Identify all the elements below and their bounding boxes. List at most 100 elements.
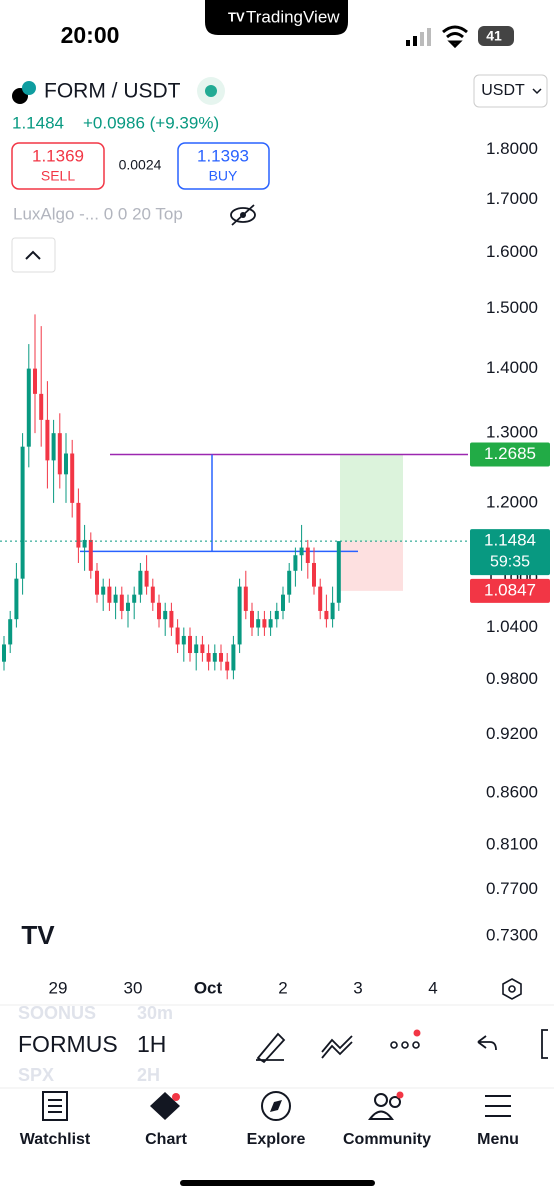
candle-body [20, 446, 25, 579]
candle-body [250, 610, 254, 628]
redo-icon[interactable] [541, 1029, 548, 1059]
candle-body [274, 610, 279, 620]
battery-icon [478, 26, 514, 46]
community-icon[interactable] [368, 1091, 404, 1120]
nav-label[interactable]: Chart [145, 1131, 187, 1148]
y-tick-label: 1.0400 [486, 617, 538, 636]
battery-level: 41 [486, 28, 502, 44]
candle-body [231, 644, 236, 671]
candle-body [194, 644, 199, 654]
candle-body [237, 586, 242, 645]
menu-icon[interactable] [485, 1095, 511, 1117]
nav-label[interactable]: Watchlist [20, 1131, 91, 1148]
candle-body [26, 368, 31, 447]
hide-icon[interactable] [230, 204, 256, 226]
y-tick-label: 1.3000 [486, 423, 538, 442]
undo-icon[interactable] [477, 1035, 497, 1051]
more-icon[interactable] [390, 1029, 421, 1049]
candle-body [256, 619, 261, 628]
symbol-picker-prev: SOONUS [18, 1003, 96, 1023]
nav-label[interactable]: Explore [247, 1131, 306, 1148]
y-tick-label: 1.4000 [486, 358, 538, 377]
currency: USDT [481, 82, 525, 99]
candle-body [188, 635, 192, 654]
candle-body [150, 586, 155, 603]
buy-button[interactable] [177, 142, 270, 190]
candle-body [57, 433, 62, 475]
candle-body [293, 555, 298, 571]
candle-body [206, 653, 211, 662]
candle-body [163, 610, 168, 620]
candle-body [76, 502, 81, 548]
market-status-dot [205, 85, 217, 97]
candle-body [175, 627, 180, 645]
profit-zone [340, 454, 403, 542]
nav-label[interactable]: Community [343, 1131, 431, 1148]
chart-icon[interactable] [150, 1092, 180, 1120]
home-indicator [180, 1180, 375, 1186]
last-badge [470, 529, 550, 576]
candle-body [212, 653, 217, 662]
toolbar-interval[interactable]: 1H [137, 1031, 166, 1057]
symbol-name[interactable]: FORM / USDT [44, 80, 181, 103]
currency-dropdown[interactable] [473, 74, 548, 108]
interval-picker-next: 2H [137, 1065, 160, 1085]
sell-button[interactable] [11, 142, 105, 190]
sell-price: 1.1369 [32, 146, 84, 165]
wifi-icon [442, 25, 468, 49]
brand-logo: TV [228, 9, 245, 24]
y-tick-label: 1.5000 [486, 298, 538, 317]
nav-label[interactable]: Menu [477, 1131, 519, 1148]
candle-body [51, 433, 56, 461]
explore-icon[interactable] [261, 1091, 291, 1121]
candle-body [126, 602, 130, 611]
target-badge-label: 1.2685 [484, 444, 536, 463]
candle-body [243, 586, 248, 611]
candle-body [169, 610, 174, 628]
indicators-icon[interactable] [321, 1035, 353, 1059]
x-tick-label: 30 [124, 978, 143, 997]
y-tick-label: 1.8000 [486, 139, 538, 158]
last-price: 1.1484 [12, 113, 64, 132]
brand-pill [205, 0, 348, 35]
loss-zone [340, 541, 403, 591]
candle-body [324, 610, 329, 620]
target-badge [470, 442, 550, 467]
candle-body [138, 570, 143, 595]
candle-body [8, 619, 13, 645]
nav-bar: Watchlist Chart Explore Community Menu [20, 1131, 519, 1148]
dropdown-arrow [532, 88, 542, 95]
draw-tool-icon[interactable] [256, 1032, 286, 1064]
collapse-button[interactable] [11, 237, 56, 273]
settings-icon [508, 985, 516, 993]
candle-body [225, 661, 230, 671]
stop-badge [470, 578, 550, 603]
y-tick-label: 0.9800 [486, 669, 538, 688]
settings-icon[interactable] [502, 978, 522, 1000]
candle-body [107, 586, 112, 603]
candle-body [312, 562, 316, 587]
x-tick-label: 2 [278, 978, 287, 997]
candle-body [336, 541, 341, 603]
y-tick-label: 0.8600 [486, 783, 538, 802]
x-tick-label: Oct [194, 978, 223, 997]
indicator-label[interactable]: LuxAlgo -... 0 0 20 Top [13, 204, 183, 223]
candle-body [181, 635, 186, 645]
y-tick-label: 1.6000 [486, 242, 538, 261]
buy-label: BUY [209, 168, 238, 184]
toolbar-symbol[interactable]: FORMUS [18, 1031, 118, 1057]
candle-body [113, 594, 118, 603]
candle-body [219, 653, 223, 662]
candle-body [33, 368, 37, 394]
y-tick-label: 0.9200 [486, 724, 538, 743]
candle-body [299, 547, 304, 556]
candle-body [119, 594, 124, 611]
chart-area [2, 314, 468, 680]
brand-name: TradingView [246, 7, 340, 26]
price-change: +0.0986 (+9.39%) [83, 113, 219, 132]
watchlist-icon[interactable] [42, 1091, 68, 1121]
symbol-picker-next: SPX [18, 1065, 54, 1085]
candle-body [262, 619, 267, 628]
